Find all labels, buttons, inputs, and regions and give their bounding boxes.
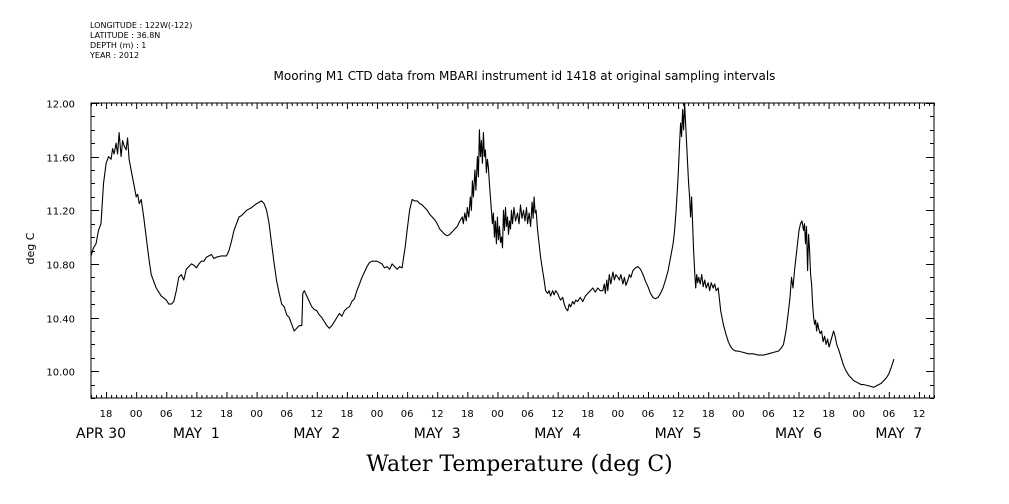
temperature-line — [90, 102, 895, 388]
y-tick-label: 10.80 — [46, 261, 75, 272]
x-tick-label: 12 — [310, 409, 323, 420]
x-tick-label: 00 — [732, 409, 745, 420]
x-tick-label: 06 — [642, 409, 655, 420]
y-tick-label: 11.20 — [46, 207, 75, 218]
y-tick-label: 11.60 — [46, 154, 75, 165]
metadata-block: LONGITUDE : 122W(-122) LATITUDE : 36.8N … — [90, 21, 192, 61]
x-date-label: MAY 2 — [293, 426, 340, 442]
x-date-label: APR 30 — [76, 426, 126, 442]
x-date-label: MAY 1 — [173, 426, 220, 442]
x-tick-label: 00 — [250, 409, 263, 420]
x-tick-label: 06 — [882, 409, 895, 420]
x-date-label: MAY 4 — [534, 426, 581, 442]
x-tick-label: 00 — [371, 409, 384, 420]
longitude-label: LONGITUDE : 122W(-122) — [90, 21, 193, 30]
x-tick-label: 12 — [913, 409, 926, 420]
x-date-label: MAY 3 — [414, 426, 461, 442]
x-tick-label: 18 — [822, 409, 835, 420]
x-axis-title: Water Temperature (deg C) — [366, 452, 673, 477]
chart-title: Mooring M1 CTD data from MBARI instrumen… — [273, 69, 776, 83]
x-date-label: MAY 6 — [775, 426, 822, 442]
x-tick-label: 12 — [551, 409, 564, 420]
year-label: YEAR : 2012 — [90, 51, 140, 60]
y-tick-label: 10.00 — [46, 368, 75, 379]
x-tick-label: 12 — [672, 409, 685, 420]
x-tick-label: 06 — [280, 409, 293, 420]
x-tick-label: 06 — [160, 409, 173, 420]
depth-label: DEPTH (m) : 1 — [90, 41, 147, 50]
x-tick-label: 00 — [130, 409, 143, 420]
x-tick-label: 12 — [190, 409, 203, 420]
x-tick-label: 18 — [461, 409, 474, 420]
x-tick-label: 18 — [341, 409, 354, 420]
x-tick-label: 00 — [612, 409, 625, 420]
x-date-label: MAY 5 — [655, 426, 702, 442]
x-date-label: MAY 7 — [875, 426, 922, 442]
y-tick-label: 12.00 — [46, 100, 75, 111]
x-tick-label: 06 — [401, 409, 414, 420]
x-tick-label: 18 — [581, 409, 594, 420]
x-tick-label: 06 — [762, 409, 775, 420]
x-tick-label: 18 — [220, 409, 233, 420]
latitude-label: LATITUDE : 36.8N — [90, 31, 161, 40]
x-tick-label: 12 — [431, 409, 444, 420]
x-tick-label: 12 — [792, 409, 805, 420]
y-tick-label: 10.40 — [46, 315, 75, 326]
y-axis-label: deg C — [24, 232, 37, 264]
x-tick-label: 00 — [852, 409, 865, 420]
x-tick-label: 00 — [491, 409, 504, 420]
x-tick-label: 18 — [702, 409, 715, 420]
x-tick-label: 18 — [100, 409, 113, 420]
x-tick-label: 06 — [521, 409, 534, 420]
